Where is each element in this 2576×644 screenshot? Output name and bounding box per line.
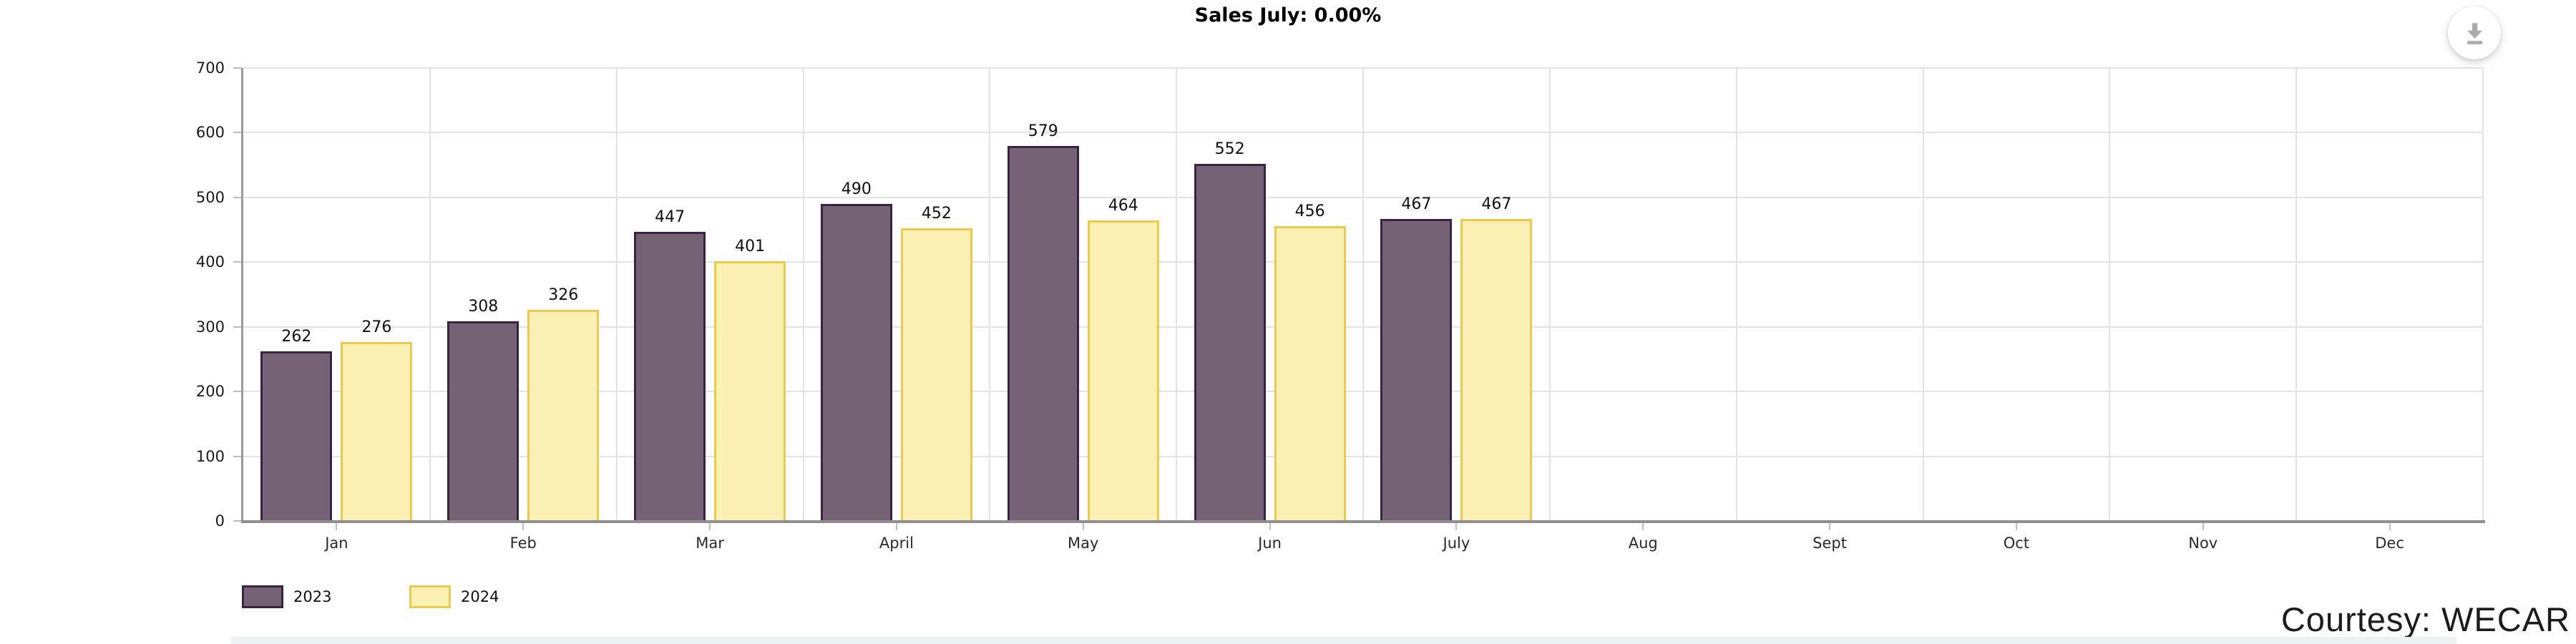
bar-2023-feb[interactable] bbox=[447, 321, 519, 520]
gridline-vertical bbox=[615, 68, 618, 522]
bar-2023-may[interactable] bbox=[1007, 146, 1079, 520]
bar-2024-feb[interactable] bbox=[527, 310, 600, 520]
bar-2023-jun[interactable] bbox=[1194, 163, 1266, 520]
y-axis-tick bbox=[233, 261, 242, 263]
x-axis-tick bbox=[2389, 521, 2391, 530]
bottom-divider-bar bbox=[231, 637, 2457, 644]
y-axis-label: 100 bbox=[195, 447, 225, 465]
y-axis-label: 600 bbox=[195, 124, 225, 142]
y-axis-tick bbox=[233, 326, 242, 328]
bar-value-label: 401 bbox=[735, 238, 766, 256]
y-axis-tick bbox=[233, 455, 242, 457]
y-axis-label: 300 bbox=[195, 318, 225, 336]
x-axis-tick bbox=[2015, 521, 2017, 530]
x-axis-tick bbox=[1642, 521, 1644, 530]
gridline-vertical bbox=[2296, 68, 2298, 522]
x-axis-label: July bbox=[1443, 535, 1470, 552]
x-axis-label: Jun bbox=[1258, 535, 1282, 552]
legend-swatch-2024 bbox=[409, 585, 451, 608]
x-axis-tick bbox=[336, 521, 338, 530]
download-icon bbox=[2467, 23, 2483, 44]
x-axis-label: May bbox=[1068, 535, 1099, 552]
y-axis-label: 400 bbox=[195, 253, 225, 271]
bar-2024-jan[interactable] bbox=[341, 342, 413, 520]
y-axis-label: 0 bbox=[215, 512, 225, 530]
x-axis-label: Dec bbox=[2375, 535, 2404, 552]
bar-value-label: 326 bbox=[548, 286, 579, 305]
x-axis-label: Sept bbox=[1813, 535, 1847, 552]
bar-2023-july[interactable] bbox=[1380, 218, 1453, 520]
x-axis-label: Jan bbox=[325, 535, 348, 552]
gridline-vertical bbox=[1362, 68, 1364, 522]
x-axis-tick bbox=[1082, 521, 1084, 530]
y-axis-label: 200 bbox=[195, 383, 225, 401]
bar-value-label: 552 bbox=[1214, 140, 1245, 158]
y-axis-tick bbox=[233, 391, 242, 393]
x-axis-tick bbox=[1829, 521, 1831, 530]
bar-2024-mar[interactable] bbox=[714, 261, 786, 520]
bar-2024-jun[interactable] bbox=[1274, 225, 1346, 520]
y-axis-label: 500 bbox=[195, 188, 225, 206]
legend-label-2023: 2023 bbox=[293, 588, 332, 605]
gridline-vertical bbox=[802, 68, 804, 522]
x-axis-label: Aug bbox=[1628, 535, 1658, 552]
x-axis-label: Nov bbox=[2188, 535, 2218, 552]
x-axis-label: Mar bbox=[696, 535, 724, 552]
bar-value-label: 467 bbox=[1481, 195, 1512, 213]
legend-label-2024: 2024 bbox=[461, 588, 499, 605]
bar-value-label: 467 bbox=[1401, 195, 1432, 213]
bar-2023-mar[interactable] bbox=[634, 231, 706, 520]
x-axis-tick bbox=[1455, 521, 1458, 530]
legend-swatch-2023 bbox=[242, 585, 283, 608]
x-axis-label: April bbox=[879, 535, 914, 552]
courtesy-text: Courtesy: WECAR bbox=[2280, 600, 2570, 638]
x-axis-tick bbox=[895, 521, 897, 530]
x-axis-line bbox=[241, 520, 2485, 523]
x-axis-tick bbox=[2202, 521, 2204, 530]
bar-value-label: 456 bbox=[1294, 202, 1325, 220]
bar-value-label: 262 bbox=[281, 328, 312, 346]
gridline-vertical bbox=[429, 68, 431, 522]
y-axis-tick bbox=[233, 67, 242, 69]
x-axis-label: Oct bbox=[2003, 535, 2030, 552]
bar-value-label: 308 bbox=[468, 298, 499, 316]
bar-2024-july[interactable] bbox=[1460, 218, 1533, 520]
bar-2023-jan[interactable] bbox=[260, 351, 333, 520]
bar-value-label: 579 bbox=[1028, 122, 1058, 141]
gridline-vertical bbox=[1735, 68, 1737, 522]
y-axis-tick bbox=[233, 196, 242, 198]
bar-value-label: 464 bbox=[1108, 197, 1138, 215]
bar-value-label: 490 bbox=[841, 180, 872, 198]
gridline-vertical bbox=[989, 68, 991, 522]
x-axis-tick bbox=[522, 521, 525, 530]
gridline-vertical bbox=[2482, 68, 2484, 522]
x-axis-tick bbox=[1269, 521, 1271, 530]
legend-item-2023[interactable]: 2023 bbox=[242, 585, 331, 608]
chart-title: Sales July: 0.00% bbox=[1194, 4, 1382, 26]
x-axis-label: Feb bbox=[509, 535, 537, 552]
bar-value-label: 447 bbox=[655, 208, 686, 226]
bar-2023-april[interactable] bbox=[820, 203, 892, 520]
y-axis-tick bbox=[233, 132, 242, 134]
bar-2024-april[interactable] bbox=[900, 228, 972, 520]
bar-2024-may[interactable] bbox=[1087, 220, 1159, 520]
bar-value-label: 276 bbox=[361, 318, 392, 337]
gridline-vertical bbox=[2109, 68, 2111, 522]
gridline-vertical bbox=[1922, 68, 1924, 522]
x-axis-tick bbox=[709, 521, 711, 530]
y-axis-line bbox=[241, 68, 243, 521]
legend-item-2024[interactable]: 2024 bbox=[409, 585, 499, 608]
download-button[interactable] bbox=[2448, 6, 2501, 59]
y-axis-label: 700 bbox=[195, 59, 225, 77]
y-axis-tick bbox=[233, 520, 242, 522]
bar-value-label: 452 bbox=[921, 205, 952, 223]
gridline-vertical bbox=[1548, 68, 1551, 522]
gridline-vertical bbox=[1176, 68, 1178, 522]
